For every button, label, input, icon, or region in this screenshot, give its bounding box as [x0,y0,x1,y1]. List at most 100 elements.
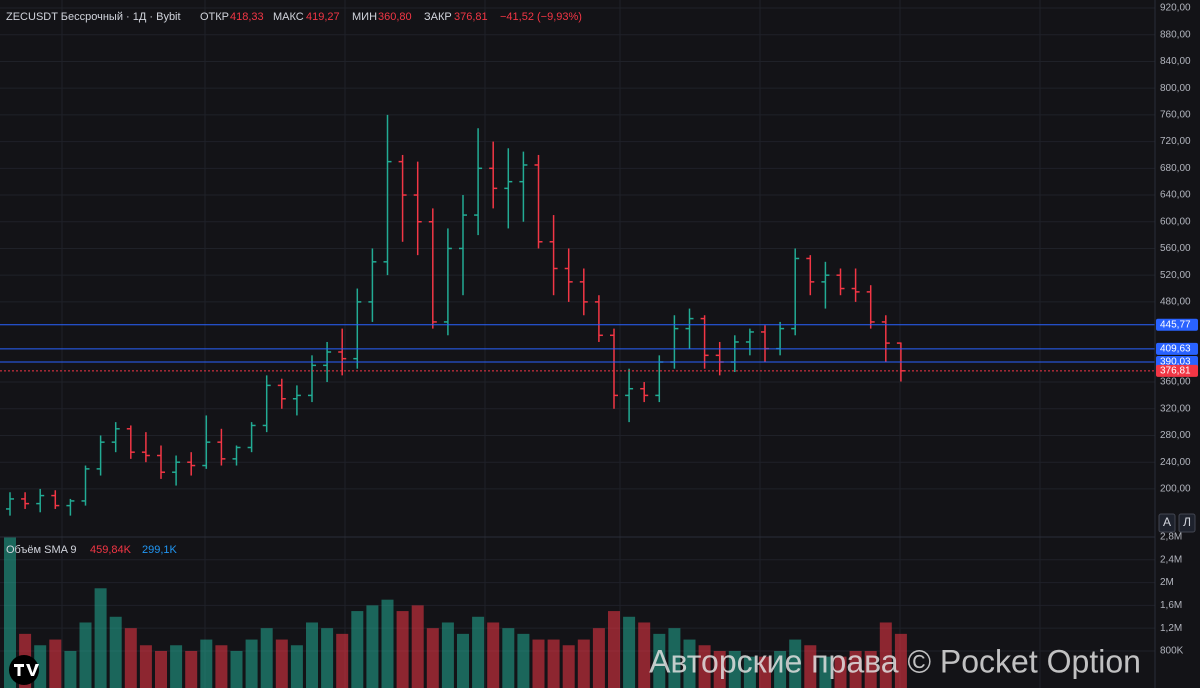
volume-bar [562,645,575,688]
price-level-tag [1156,342,1198,355]
volume-tick-label: 1,2M [1160,623,1182,634]
close-value: 376,81 [454,11,488,23]
close-label: ЗАКР [424,11,452,23]
y-tick-label: 840,00 [1160,56,1191,67]
price-level-label: 376,81 [1160,365,1191,376]
volume-bar [260,628,273,688]
volume-bar [230,650,243,688]
volume-bar [94,588,107,688]
symbol: ZECUSDT Бессрочный · 1Д · Bybit [6,11,181,23]
volume-bar [396,611,409,688]
y-tick-label: 200,00 [1160,484,1191,495]
volume-bar [774,650,787,688]
volume-bar [653,633,666,688]
y-tick-label: 800,00 [1160,83,1191,94]
volume-bar [200,639,213,688]
y-tick-label: 280,00 [1160,430,1191,441]
watermark: Авторские права © Pocket Option [649,643,1141,679]
volume-bar [487,622,500,688]
high-label: МАКС [273,11,304,23]
y-tick-label: 640,00 [1160,190,1191,201]
volume-bar [79,622,92,688]
volume-bar [170,645,183,688]
open-value: 418,33 [230,11,264,23]
high-value: 419,27 [306,11,340,23]
volume-bar [532,639,545,688]
y-tick-label: 720,00 [1160,136,1191,147]
volume-bar [336,633,349,688]
volume-bar [457,633,469,688]
log-button-label[interactable]: Л [1183,515,1191,529]
volume-value: 459,84K [90,544,132,556]
volume-bar [759,656,771,688]
y-tick-label: 320,00 [1160,403,1191,414]
volume-bar [34,645,47,688]
volume-bar [426,628,439,688]
volume-bar [321,628,334,688]
volume-bar [713,650,726,688]
grid [0,0,1155,688]
volume-bar [124,628,137,688]
price-level-tag [1156,318,1198,331]
y-tick-label: 680,00 [1160,163,1191,174]
volume-bar [879,622,892,688]
logo [9,655,39,685]
volume-bar [155,650,167,688]
volume-bar [894,633,907,688]
volume-bar [849,650,862,688]
volume-bar [64,650,77,688]
y-tick-label: 760,00 [1160,110,1191,121]
volume-bar [819,656,832,688]
low-label: МИН [352,11,377,23]
auto-button[interactable] [1158,513,1176,533]
log-button[interactable] [1178,513,1196,533]
price-level-tag [1156,364,1198,377]
volume-bar [275,639,288,688]
volume-bar [4,537,16,688]
volume-bar [49,639,62,688]
volume-bar [623,616,636,688]
volume-tick-label: 2,8M [1160,532,1182,543]
volume-bar [668,628,681,688]
volume-tick-label: 800K [1160,646,1184,657]
volume-bar [683,639,696,688]
volume-bar [638,622,651,688]
plot [0,114,1155,688]
volume-bar [472,616,485,688]
volume-bar [592,628,605,688]
y-tick-label: 600,00 [1160,216,1191,227]
volume-bar [306,622,318,688]
volume-title: Объём SMA 9 [6,544,77,556]
y-tick-label: 480,00 [1160,297,1191,308]
volume-bar [834,656,847,688]
y-tick-label: 240,00 [1160,457,1191,468]
volume-bar [698,645,711,688]
volume-tick-label: 2M [1160,577,1174,588]
volume-bar [608,611,620,688]
volume-bar [547,639,560,688]
y-tick-label: 560,00 [1160,243,1191,254]
volume-tick-label: 2,4M [1160,554,1182,565]
volume-bar [728,650,741,688]
volume-bar [502,628,515,688]
volume-bar [789,639,802,688]
open-label: ОТКР [200,11,229,23]
volume-bar [517,633,530,688]
low-value: 360,80 [378,11,412,23]
volume-bar [381,599,394,688]
change: −41,52 (−9,93%) [500,11,582,23]
volume-bar [804,645,817,688]
volume-bar [366,605,379,688]
volume-bar [290,645,303,688]
y-tick-label: 880,00 [1160,29,1191,40]
volume-bar [351,611,364,688]
volume-bar [185,650,198,688]
volume-bar [411,605,424,688]
y-tick-label: 360,00 [1160,377,1191,388]
volume-bar [245,639,258,688]
auto-button-label[interactable]: А [1163,515,1171,529]
volume-bar [215,645,228,688]
volume-tick-label: 1,6M [1160,600,1182,611]
